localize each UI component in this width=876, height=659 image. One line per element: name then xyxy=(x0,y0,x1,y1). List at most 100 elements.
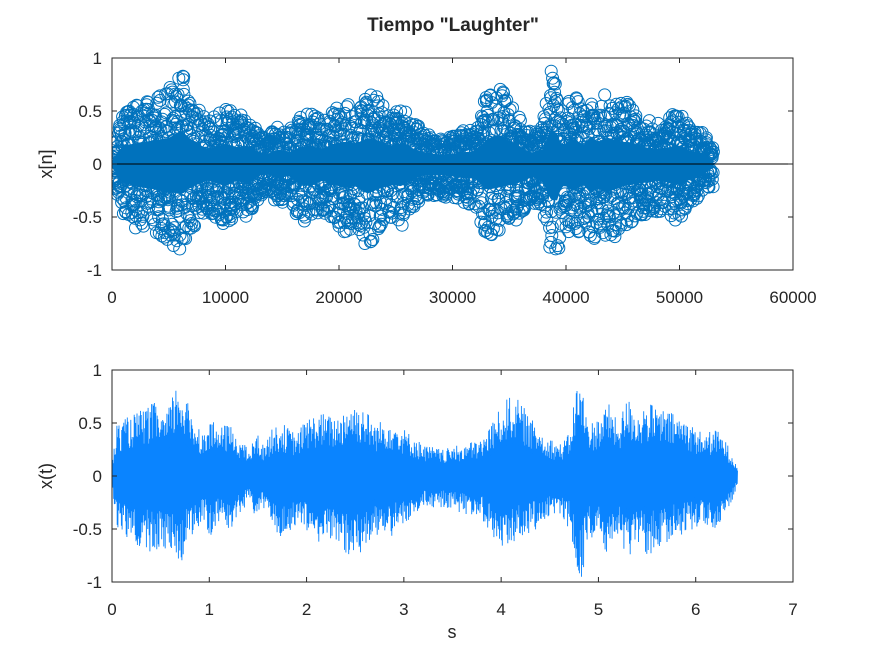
sample-marker xyxy=(151,90,165,104)
sample-marker xyxy=(176,69,190,83)
sample-marker xyxy=(562,214,576,228)
sample-marker xyxy=(624,196,638,210)
sample-cluster xyxy=(112,130,714,201)
sample-marker xyxy=(159,124,173,138)
sample-marker xyxy=(371,99,385,113)
top-plot-ticks: 0 10000 20000 30000 40000 50000 60000 1 0.5 0 -0.5… xyxy=(73,49,817,307)
sample-marker xyxy=(192,103,206,117)
sample-marker xyxy=(479,115,493,129)
sample-marker xyxy=(332,107,346,121)
sample-marker xyxy=(366,233,380,246)
x-tick-label: 20000 xyxy=(315,288,362,307)
y-tick-label: -1 xyxy=(87,261,102,280)
sample-marker xyxy=(135,216,149,230)
sample-marker xyxy=(184,221,198,235)
sample-marker xyxy=(136,219,150,233)
sample-marker xyxy=(357,207,371,221)
sample-marker xyxy=(349,204,363,218)
sample-marker xyxy=(185,217,199,230)
sample-marker xyxy=(572,224,586,238)
sample-marker xyxy=(311,111,325,125)
waveform-core xyxy=(112,438,738,519)
sample-marker xyxy=(216,217,230,230)
sample-marker xyxy=(612,222,626,236)
sample-marker xyxy=(579,216,593,230)
y-tick-label: 0.5 xyxy=(78,414,102,433)
sample-marker xyxy=(601,204,615,218)
sample-marker xyxy=(395,218,409,232)
sample-marker xyxy=(585,204,599,218)
sample-marker xyxy=(678,201,691,215)
sample-marker xyxy=(291,193,305,206)
sample-marker xyxy=(681,119,695,133)
sample-marker xyxy=(183,96,197,110)
sample-marker xyxy=(539,112,552,126)
sample-marker xyxy=(544,205,558,218)
sample-marker xyxy=(569,222,583,235)
sample-marker xyxy=(225,212,239,226)
x-tick-label: 4 xyxy=(496,600,505,619)
sample-marker xyxy=(493,82,507,96)
sample-marker xyxy=(334,111,348,125)
sample-marker xyxy=(193,114,207,128)
sample-marker xyxy=(238,114,252,128)
x-tick-label: 0 xyxy=(107,600,116,619)
sample-marker xyxy=(485,96,499,109)
sample-marker xyxy=(591,202,605,215)
sample-marker xyxy=(187,218,201,232)
sample-marker xyxy=(385,210,398,224)
sample-marker xyxy=(474,215,488,229)
sample-marker xyxy=(171,115,185,128)
top-plot-series xyxy=(112,64,793,256)
sample-marker xyxy=(705,172,719,186)
x-tick-label: 6 xyxy=(691,600,700,619)
sample-marker xyxy=(609,218,623,232)
x-tick-label: 60000 xyxy=(769,288,816,307)
sample-marker xyxy=(570,92,584,106)
sample-marker xyxy=(654,192,668,206)
x-tick-label: 7 xyxy=(788,600,797,619)
sample-marker xyxy=(587,109,601,123)
sample-marker xyxy=(585,101,599,115)
sample-marker xyxy=(316,203,330,217)
sample-marker xyxy=(318,181,331,195)
x-tick-label: 10000 xyxy=(202,288,249,307)
sample-marker xyxy=(378,197,392,211)
sample-marker xyxy=(179,232,193,245)
sample-marker xyxy=(462,197,476,211)
sample-marker xyxy=(150,96,164,110)
sample-marker xyxy=(181,94,195,108)
sample-marker xyxy=(140,95,154,109)
sample-marker xyxy=(552,241,566,255)
y-tick-label: 0 xyxy=(93,467,102,486)
sample-marker xyxy=(546,71,560,85)
y-tick-label: 0.5 xyxy=(78,102,102,121)
sample-marker xyxy=(542,195,556,209)
sample-marker xyxy=(548,85,562,99)
sample-marker xyxy=(675,109,689,123)
sample-marker xyxy=(399,105,412,119)
top-plot-samples: 0 10000 20000 30000 40000 50000 60000 1 0.5 0 -0.5… xyxy=(36,49,817,307)
figure-title: Tiempo "Laughter" xyxy=(367,15,539,36)
sample-marker xyxy=(382,205,396,219)
sample-marker xyxy=(485,205,499,219)
sample-marker xyxy=(594,108,607,122)
sample-marker xyxy=(270,120,284,134)
sample-marker xyxy=(675,209,688,223)
sample-marker xyxy=(478,217,492,231)
sample-marker xyxy=(628,209,642,223)
x-tick-label: 2 xyxy=(302,600,311,619)
sample-marker xyxy=(699,131,713,145)
sample-marker xyxy=(513,114,527,127)
sample-marker xyxy=(349,115,363,129)
x-tick-label: 50000 xyxy=(656,288,703,307)
sample-marker xyxy=(562,225,576,239)
x-tick-label: 1 xyxy=(205,600,214,619)
sample-marker xyxy=(354,100,368,114)
top-plot-ylabel: x[n] xyxy=(36,149,56,178)
sample-marker xyxy=(547,76,561,90)
y-tick-label: -0.5 xyxy=(73,208,102,227)
sample-marker xyxy=(503,103,517,117)
